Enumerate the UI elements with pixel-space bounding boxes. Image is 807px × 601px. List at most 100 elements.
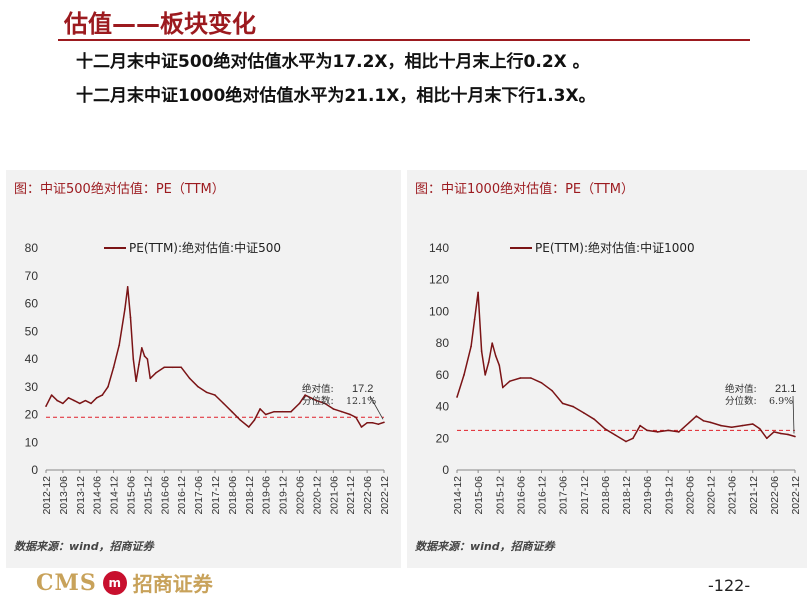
- source-note: 数据来源：wind，招商证券: [14, 540, 154, 553]
- data-point: [473, 318, 476, 321]
- data-point: [163, 366, 166, 369]
- data-point: [124, 308, 126, 310]
- data-point: [149, 377, 152, 380]
- data-point: [222, 402, 225, 405]
- legend-label: PE(TTM):绝对估值:中证500: [129, 240, 281, 255]
- data-point: [540, 381, 543, 384]
- data-point: [530, 377, 532, 379]
- data-point: [126, 286, 129, 288]
- x-tick-label: 2020-12: [706, 476, 718, 515]
- data-point: [593, 418, 596, 421]
- data-point: [45, 405, 47, 407]
- data-point: [298, 402, 301, 405]
- x-tick-label: 2016-12: [537, 476, 549, 515]
- data-point: [702, 420, 705, 422]
- data-point: [519, 377, 522, 379]
- data-point: [67, 397, 70, 399]
- data-point: [377, 423, 380, 426]
- chart-title: 图：中证500绝对估值：PE（TTM）: [14, 182, 225, 197]
- data-point: [188, 377, 191, 380]
- data-point: [480, 350, 483, 352]
- data-point: [614, 434, 617, 436]
- y-tick-label: 30: [25, 380, 39, 394]
- data-point: [132, 358, 135, 360]
- x-tick-label: 2016-06: [159, 476, 171, 515]
- pe-series-line: [45, 286, 385, 428]
- y-tick-label: 80: [25, 241, 39, 255]
- data-point: [491, 342, 494, 344]
- data-point: [112, 366, 115, 369]
- data-point: [625, 440, 627, 443]
- data-point: [135, 380, 137, 382]
- chart-panel-csi500: 图：中证500绝对估值：PE（TTM） 0 10 20 30 40 50 60 70 80 201…: [6, 170, 401, 568]
- data-point: [315, 399, 318, 402]
- y-tick-label: 40: [25, 352, 39, 366]
- x-tick-label: 2021-12: [748, 476, 760, 515]
- data-point: [155, 372, 157, 374]
- data-point: [253, 419, 256, 421]
- x-tick-label: 2018-06: [227, 476, 239, 515]
- data-point: [248, 426, 250, 428]
- data-point: [639, 424, 641, 427]
- data-point: [95, 397, 98, 399]
- y-tick-label: 60: [25, 297, 39, 311]
- data-point: [604, 427, 606, 430]
- data-point: [730, 426, 733, 428]
- x-tick-label: 2014-12: [452, 476, 464, 515]
- data-point: [84, 399, 87, 402]
- x-tick-label: 2021-12: [345, 476, 357, 515]
- x-tick-label: 2018-12: [244, 476, 256, 515]
- data-point: [678, 431, 680, 433]
- data-point: [794, 435, 796, 438]
- x-tick-label: 2022-06: [769, 476, 781, 515]
- data-point: [118, 344, 121, 346]
- data-point: [773, 431, 775, 433]
- data-point: [366, 422, 368, 424]
- annotation-pct-label: 分位数:: [725, 395, 757, 407]
- data-point: [146, 358, 149, 360]
- brand-logo: CMS m 招商证券: [36, 569, 213, 597]
- data-point: [572, 405, 574, 408]
- y-tick-label: 10: [25, 435, 39, 449]
- data-point: [383, 421, 385, 424]
- x-tick-label: 2022-12: [790, 476, 802, 515]
- y-tick-label: 0: [31, 463, 38, 477]
- data-point: [101, 394, 104, 396]
- data-point: [646, 429, 648, 432]
- pe-chart-csi500: 0 10 20 30 40 50 60 70 80 2012-12 2013-06 2013-12 20…: [25, 240, 391, 515]
- data-point: [656, 431, 659, 433]
- data-point: [371, 422, 374, 424]
- data-point: [501, 386, 504, 389]
- data-point: [494, 355, 497, 357]
- y-tick-label: 20: [436, 431, 450, 445]
- chart-title: 图：中证1000绝对估值：PE（TTM）: [415, 182, 635, 197]
- x-tick-label: 2017-12: [210, 476, 222, 515]
- x-tick-label: 2016-06: [515, 476, 527, 515]
- x-tick-label: 2017-12: [579, 476, 591, 515]
- data-point: [62, 402, 64, 405]
- summary-line-csi500: 十二月末中证500绝对估值水平为17.2X，相比十月末上行0.2X 。: [76, 52, 590, 72]
- page-number: -122-: [708, 576, 751, 595]
- data-point: [171, 366, 174, 369]
- y-tick-label: 40: [436, 400, 450, 414]
- x-tick-label: 2015-12: [494, 476, 506, 515]
- data-point: [340, 410, 343, 413]
- data-point: [143, 355, 146, 358]
- data-point: [309, 397, 312, 399]
- x-tick-label: 2022-06: [362, 476, 374, 515]
- data-point: [107, 385, 109, 388]
- x-tick-label: 2017-06: [193, 476, 205, 515]
- data-point: [456, 396, 458, 398]
- y-tick-label: 80: [436, 336, 450, 350]
- x-tick-label: 2013-06: [58, 476, 70, 515]
- x-tick-label: 2020-12: [311, 476, 323, 515]
- data-point: [205, 391, 208, 394]
- annotation-value-label: 绝对值:: [302, 383, 334, 395]
- y-tick-label: 60: [436, 368, 450, 382]
- data-point: [787, 433, 789, 436]
- data-point: [259, 408, 261, 410]
- data-point: [214, 394, 216, 396]
- data-point: [264, 413, 267, 416]
- data-point: [304, 394, 306, 396]
- annotation-pct: 12.1%: [346, 396, 376, 407]
